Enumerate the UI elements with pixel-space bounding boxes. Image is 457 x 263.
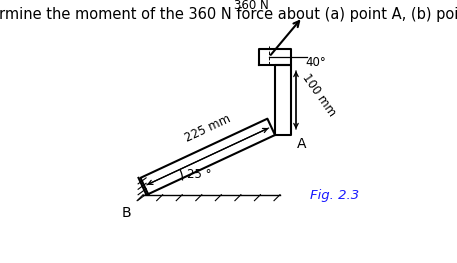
Polygon shape	[259, 49, 291, 65]
Text: 100 mm: 100 mm	[300, 71, 339, 119]
Text: A: A	[297, 137, 307, 151]
Polygon shape	[275, 65, 291, 135]
Polygon shape	[140, 119, 275, 194]
Text: Determine the moment of the 360 N force about (a) point A, (b) point B.: Determine the moment of the 360 N force …	[0, 7, 457, 22]
Text: 225 mm: 225 mm	[183, 112, 233, 144]
Text: B: B	[122, 206, 131, 220]
Text: 360 N: 360 N	[234, 0, 268, 12]
Text: 40°: 40°	[305, 56, 326, 69]
Text: 25 °: 25 °	[186, 168, 211, 181]
Text: Fig. 2.3: Fig. 2.3	[310, 189, 359, 201]
